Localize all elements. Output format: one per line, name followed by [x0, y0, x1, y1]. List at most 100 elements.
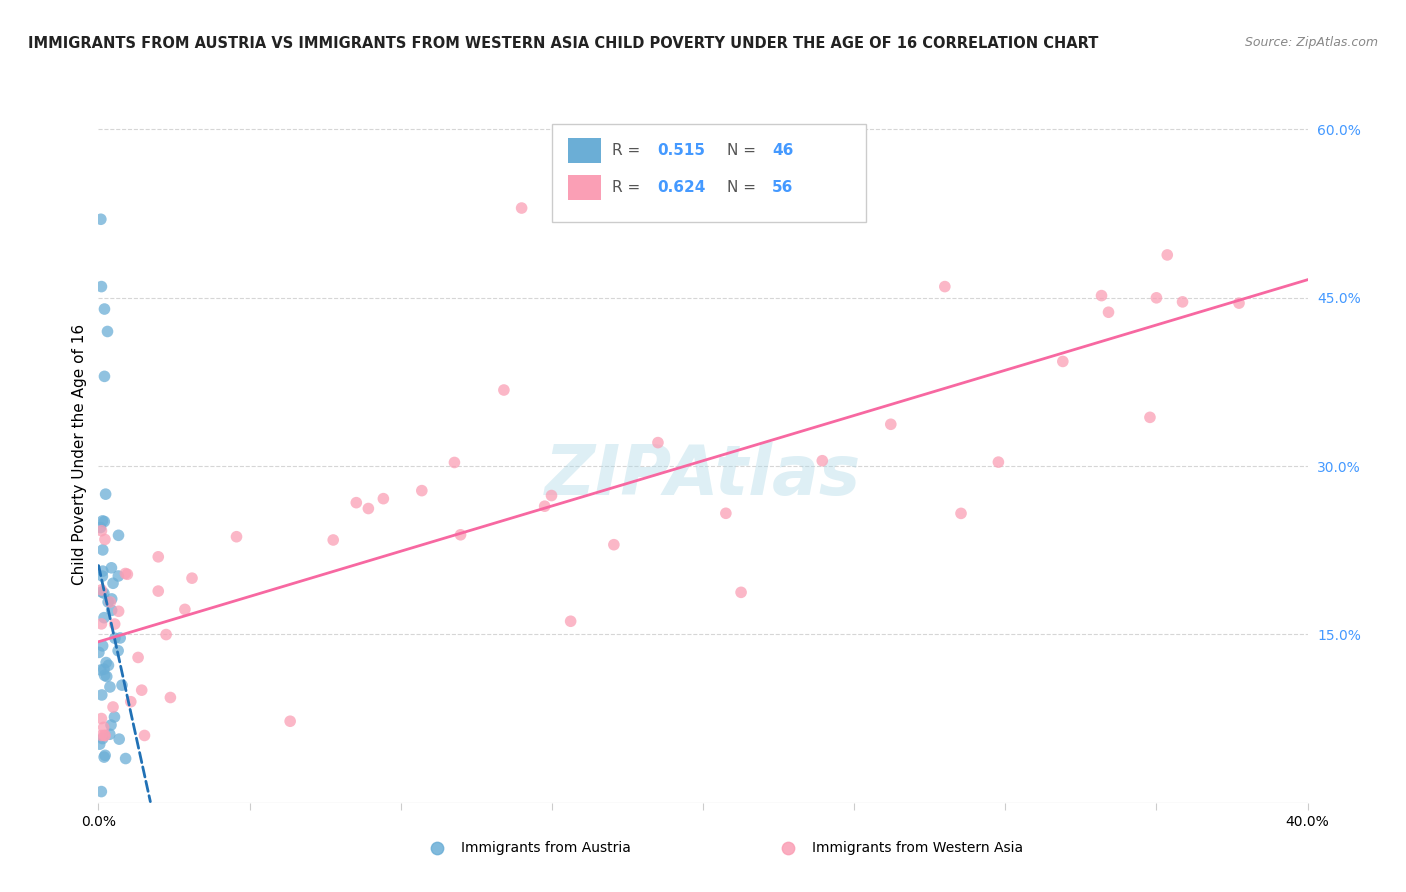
Point: [603, 538, 626, 552]
Point: [93, 729, 115, 743]
Point: [114, 566, 136, 581]
Point: [934, 869, 956, 883]
Point: [950, 507, 973, 521]
Point: [94, 656, 117, 670]
Point: [91, 731, 114, 746]
Point: [1090, 288, 1112, 302]
Point: [155, 627, 177, 641]
Text: N =: N =: [727, 144, 761, 159]
Point: [148, 549, 170, 564]
FancyBboxPatch shape: [551, 124, 866, 222]
Text: Source: ZipAtlas.com: Source: ZipAtlas.com: [1244, 36, 1378, 49]
Point: [107, 569, 129, 583]
Text: ZIPAtlas: ZIPAtlas: [546, 442, 860, 509]
Point: [114, 751, 136, 765]
Point: [91, 569, 114, 583]
Point: [91, 543, 114, 558]
Point: [90, 688, 112, 702]
Point: [322, 533, 344, 547]
Point: [89, 520, 111, 534]
Point: [148, 584, 170, 599]
Point: [90, 582, 112, 597]
Point: [90, 784, 112, 798]
Point: [104, 617, 127, 632]
Text: Immigrants from Western Asia: Immigrants from Western Asia: [811, 841, 1024, 855]
Point: [100, 595, 122, 609]
Point: [117, 567, 139, 582]
Point: [104, 632, 127, 646]
Point: [94, 533, 117, 547]
Point: [100, 718, 122, 732]
Point: [98, 727, 121, 741]
Point: [93, 662, 115, 676]
Text: R =: R =: [613, 144, 645, 159]
Point: [90, 524, 112, 538]
Point: [344, 496, 367, 510]
Point: [89, 737, 111, 751]
Point: [127, 650, 149, 665]
Point: [94, 729, 117, 743]
Point: [107, 643, 129, 657]
Point: [111, 678, 134, 692]
Point: [492, 383, 515, 397]
Point: [90, 585, 112, 599]
Point: [93, 610, 115, 624]
Text: Immigrants from Austria: Immigrants from Austria: [461, 841, 631, 855]
Point: [93, 369, 115, 384]
Point: [987, 455, 1010, 469]
Point: [87, 645, 110, 659]
Point: [1156, 248, 1178, 262]
Point: [101, 576, 124, 591]
Point: [510, 201, 533, 215]
Point: [1139, 410, 1161, 425]
Point: [100, 561, 122, 575]
Point: [357, 501, 380, 516]
Point: [560, 614, 582, 628]
Text: R =: R =: [613, 179, 645, 194]
Point: [93, 586, 115, 600]
Point: [540, 489, 562, 503]
Point: [120, 695, 142, 709]
Point: [97, 595, 120, 609]
Point: [1052, 354, 1074, 368]
Point: [94, 748, 117, 763]
Point: [100, 603, 122, 617]
Y-axis label: Child Poverty Under the Age of 16: Child Poverty Under the Age of 16: [72, 325, 87, 585]
Point: [108, 631, 131, 645]
Point: [450, 528, 472, 542]
Point: [443, 455, 465, 469]
Point: [1227, 296, 1250, 310]
Point: [131, 683, 153, 698]
Point: [100, 591, 122, 606]
Point: [93, 668, 115, 682]
Point: [93, 515, 115, 529]
Point: [647, 435, 669, 450]
Text: 0.624: 0.624: [657, 179, 706, 194]
Point: [96, 669, 118, 683]
Point: [103, 710, 125, 724]
Point: [90, 663, 112, 677]
Point: [97, 658, 120, 673]
Point: [93, 720, 115, 734]
Point: [90, 616, 112, 631]
Point: [90, 729, 112, 743]
Point: [1144, 291, 1167, 305]
Point: [134, 729, 156, 743]
Point: [373, 491, 395, 506]
Text: N =: N =: [727, 179, 761, 194]
Text: 46: 46: [772, 144, 793, 159]
Point: [94, 487, 117, 501]
Point: [278, 714, 301, 729]
Point: [101, 700, 124, 714]
Point: [107, 528, 129, 542]
Point: [108, 732, 131, 747]
Point: [98, 680, 121, 694]
Point: [90, 279, 112, 293]
Point: [934, 279, 956, 293]
Point: [181, 571, 204, 585]
Text: 0.515: 0.515: [657, 144, 704, 159]
Point: [880, 417, 903, 432]
Text: IMMIGRANTS FROM AUSTRIA VS IMMIGRANTS FROM WESTERN ASIA CHILD POVERTY UNDER THE : IMMIGRANTS FROM AUSTRIA VS IMMIGRANTS FR…: [28, 36, 1098, 51]
Point: [93, 750, 115, 764]
Point: [714, 506, 737, 520]
